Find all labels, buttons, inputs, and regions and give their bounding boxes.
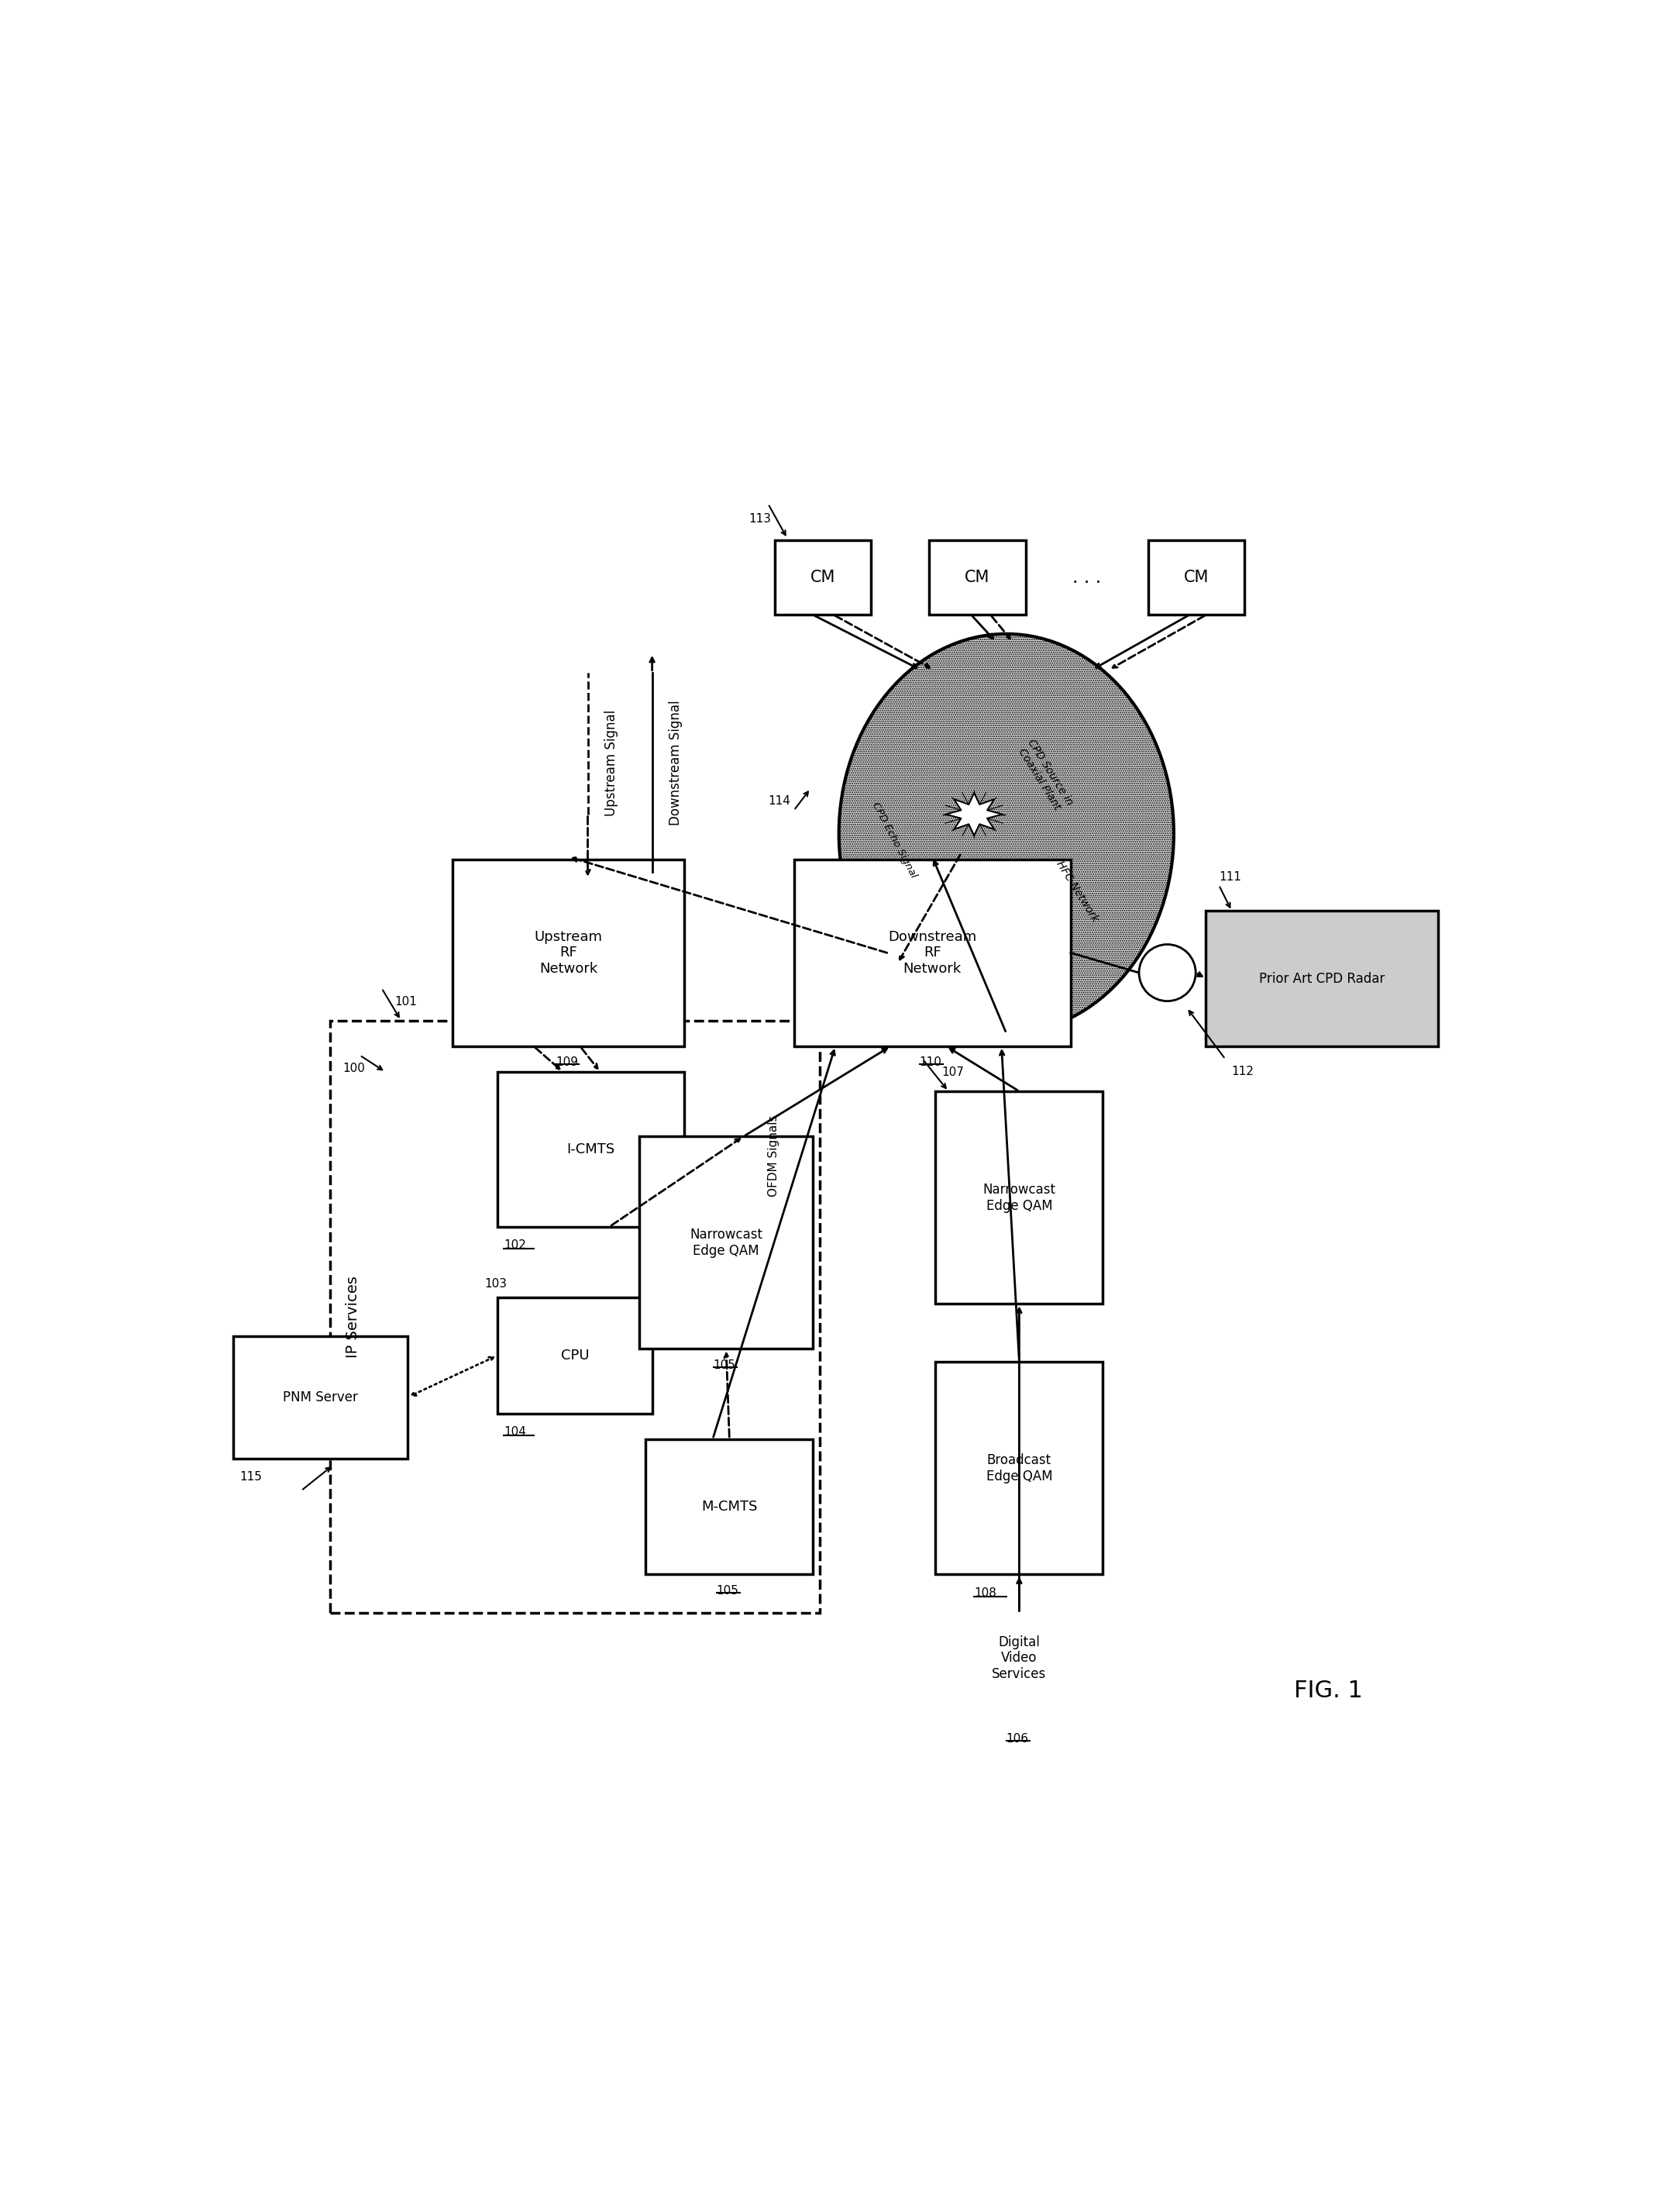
- Text: 106: 106: [1006, 1732, 1029, 1745]
- Bar: [929, 540, 1025, 615]
- Text: CPU: CPU: [560, 1349, 588, 1363]
- Text: 109: 109: [555, 1057, 578, 1068]
- Text: Prior Art CPD Radar: Prior Art CPD Radar: [1260, 971, 1384, 987]
- Text: 110: 110: [919, 1057, 942, 1068]
- Text: CM: CM: [1183, 568, 1208, 584]
- Text: Narrowcast
Edge QAM: Narrowcast Edge QAM: [982, 1183, 1055, 1212]
- Text: 101: 101: [394, 995, 417, 1006]
- Text: M-CMTS: M-CMTS: [701, 1500, 758, 1513]
- Bar: [794, 860, 1070, 1046]
- Text: 112: 112: [1232, 1066, 1255, 1077]
- Text: Downstream Signal: Downstream Signal: [668, 701, 683, 825]
- Bar: [1148, 540, 1245, 615]
- Text: 111: 111: [1218, 872, 1242, 883]
- Text: 105: 105: [713, 1360, 736, 1371]
- Text: CM: CM: [966, 568, 991, 584]
- Bar: [452, 860, 685, 1046]
- Bar: [647, 1440, 813, 1575]
- Bar: [233, 1336, 407, 1458]
- Text: Upstream Signal: Upstream Signal: [605, 710, 618, 816]
- Ellipse shape: [839, 635, 1173, 1033]
- Text: Narrowcast
Edge QAM: Narrowcast Edge QAM: [690, 1228, 763, 1259]
- Text: I-CMTS: I-CMTS: [567, 1141, 615, 1157]
- Text: OFDM Signals: OFDM Signals: [768, 1115, 779, 1197]
- Text: Downstream
RF
Network: Downstream RF Network: [888, 929, 977, 975]
- Text: CM: CM: [811, 568, 836, 584]
- Circle shape: [1138, 945, 1195, 1002]
- Bar: [936, 1363, 1104, 1575]
- Text: Digital
Video
Services: Digital Video Services: [992, 1635, 1047, 1681]
- Bar: [936, 1091, 1104, 1303]
- Text: 113: 113: [748, 513, 771, 524]
- Text: 105: 105: [716, 1584, 740, 1597]
- Text: HFC Network: HFC Network: [1054, 858, 1100, 925]
- Text: CPD Source in
Coaxial Plant: CPD Source in Coaxial Plant: [1015, 737, 1075, 814]
- Text: IP Services: IP Services: [346, 1276, 361, 1358]
- Text: . . .: . . .: [1072, 568, 1102, 586]
- Bar: [497, 1073, 685, 1228]
- Bar: [497, 1298, 652, 1413]
- Text: 108: 108: [974, 1588, 997, 1599]
- Text: 100: 100: [342, 1062, 366, 1073]
- Text: 115: 115: [239, 1471, 263, 1482]
- Text: 103: 103: [485, 1279, 507, 1290]
- Bar: [1207, 911, 1438, 1046]
- Text: 107: 107: [942, 1066, 964, 1079]
- Text: Broadcast
Edge QAM: Broadcast Edge QAM: [986, 1453, 1052, 1484]
- Bar: [640, 1137, 813, 1349]
- Text: PNM Server: PNM Server: [283, 1391, 357, 1405]
- Text: 104: 104: [504, 1427, 527, 1438]
- Text: CPD Echo Signal: CPD Echo Signal: [871, 801, 919, 880]
- Polygon shape: [946, 792, 1002, 836]
- Text: 114: 114: [768, 796, 791, 807]
- Text: FIG. 1: FIG. 1: [1295, 1679, 1363, 1701]
- Bar: [774, 540, 871, 615]
- Text: 102: 102: [504, 1239, 527, 1252]
- Text: Upstream
RF
Network: Upstream RF Network: [534, 929, 603, 975]
- Bar: [331, 1020, 819, 1613]
